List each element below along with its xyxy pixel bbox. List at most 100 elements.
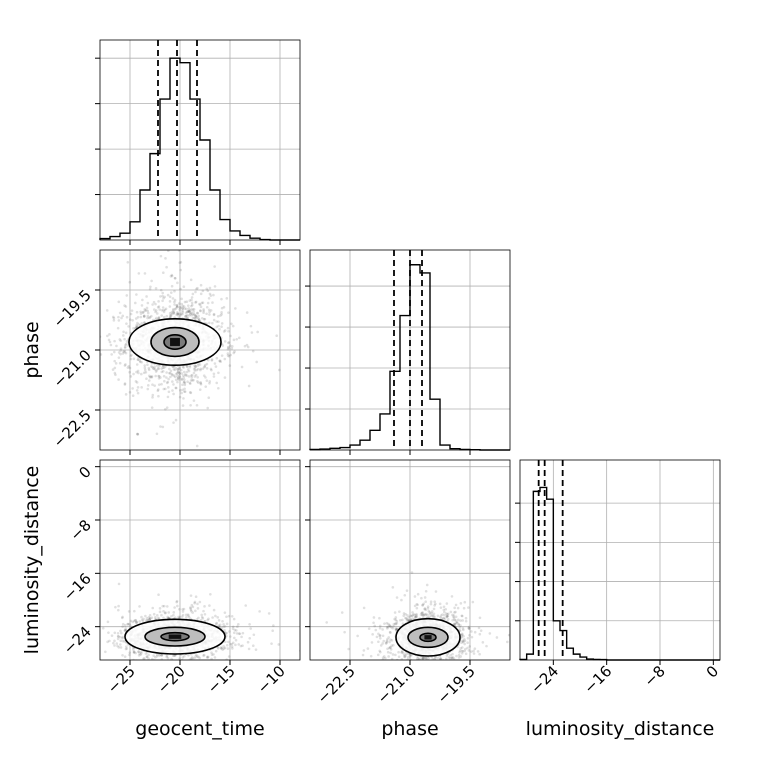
scatter-point	[168, 311, 172, 315]
scatter-point	[443, 610, 446, 614]
panel-frame-geocent-time-vs-luminosity-distance	[99, 459, 301, 661]
scatter-point	[166, 380, 170, 384]
scatter-point	[445, 612, 448, 615]
scatter-point	[195, 444, 199, 448]
scatter-point	[125, 322, 128, 325]
scatter-point	[454, 610, 457, 614]
scatter-point	[197, 655, 200, 659]
scatter-point	[185, 310, 189, 314]
scatter-point	[137, 650, 141, 653]
scatter-point	[110, 353, 113, 356]
scatter-point	[238, 336, 241, 340]
scatter-point	[212, 662, 215, 665]
scatter-point	[136, 369, 140, 373]
scatter-point	[454, 615, 458, 619]
scatter-point	[407, 615, 411, 619]
scatter-point	[224, 640, 227, 644]
scatter-point	[194, 609, 197, 613]
scatter-point	[154, 370, 158, 373]
scatter-point	[220, 310, 223, 314]
scatter-point	[190, 313, 194, 317]
scatter-point	[204, 376, 207, 379]
scatter-point	[439, 657, 442, 660]
panel-frame-geocent-time-vs-phase	[99, 249, 301, 451]
scatter-point	[119, 347, 123, 350]
scatter-point	[200, 316, 204, 320]
scatter-point	[436, 656, 440, 660]
scatter-point	[176, 281, 179, 285]
scatter-point	[231, 647, 234, 650]
scatter-point	[362, 606, 366, 610]
scatter-point	[190, 311, 193, 315]
scatter-point	[416, 603, 419, 607]
scatter-point	[160, 308, 164, 312]
scatter-point	[178, 395, 182, 399]
scatter-point	[460, 632, 464, 636]
scatter-point	[406, 619, 410, 623]
scatter-point	[113, 339, 116, 343]
scatter-point	[433, 600, 437, 603]
scatter-point	[147, 366, 151, 370]
scatter-point	[178, 657, 181, 660]
scatter-point	[182, 380, 186, 384]
scatter-point	[220, 325, 223, 328]
scatter-point	[210, 368, 213, 372]
scatter-point	[157, 367, 160, 371]
scatter-point	[460, 635, 464, 638]
scatter-point	[433, 657, 436, 660]
scatter-point	[462, 640, 465, 644]
scatter-point	[177, 312, 181, 316]
scatter-point	[205, 655, 209, 659]
scatter-point	[180, 615, 184, 618]
scatter-point	[117, 608, 120, 612]
scatter-point	[128, 651, 132, 654]
xlabel-phase: phase	[381, 718, 438, 740]
scatter-point	[434, 590, 438, 593]
scatter-point	[195, 403, 199, 407]
scatter-point	[392, 643, 395, 647]
scatter-point	[170, 372, 174, 376]
scatter-point	[128, 390, 132, 394]
scatter-point	[220, 297, 223, 301]
scatter-point	[421, 656, 425, 659]
scatter-point	[123, 624, 127, 627]
scatter-point	[278, 368, 281, 372]
scatter-point	[233, 350, 236, 353]
scatter-point	[205, 362, 209, 366]
scatter-point	[118, 635, 122, 639]
scatter-point	[191, 292, 195, 296]
scatter-point	[117, 356, 121, 359]
scatter-point	[467, 606, 470, 609]
scatter-point	[299, 649, 300, 653]
scatter-point	[121, 352, 125, 355]
scatter-point	[139, 310, 142, 314]
scatter-point	[411, 611, 414, 614]
scatter-point	[416, 655, 420, 659]
scatter-point	[172, 311, 175, 315]
scatter-point	[165, 654, 169, 657]
scatter-point	[185, 616, 188, 619]
scatter-point	[378, 636, 382, 640]
scatter-point	[132, 650, 136, 654]
scatter-point	[462, 635, 465, 638]
scatter-point	[150, 314, 153, 318]
scatter-point	[151, 606, 155, 610]
scatter-point	[178, 607, 181, 611]
scatter-point	[155, 654, 159, 658]
scatter-point	[463, 642, 466, 646]
scatter-point	[48, 352, 51, 355]
scatter-point	[158, 364, 161, 368]
scatter-point	[457, 622, 461, 626]
scatter-point	[121, 653, 124, 657]
scatter-point	[230, 614, 234, 618]
scatter-point	[258, 610, 261, 613]
scatter-point	[178, 615, 182, 619]
scatter-point	[229, 353, 232, 357]
scatter-point	[104, 650, 107, 654]
scatter-point	[251, 349, 255, 353]
scatter-point	[145, 655, 149, 658]
scatter-point	[155, 316, 158, 320]
scatter-point	[143, 368, 147, 372]
scatter-point	[158, 607, 162, 610]
scatter-point	[207, 296, 211, 300]
